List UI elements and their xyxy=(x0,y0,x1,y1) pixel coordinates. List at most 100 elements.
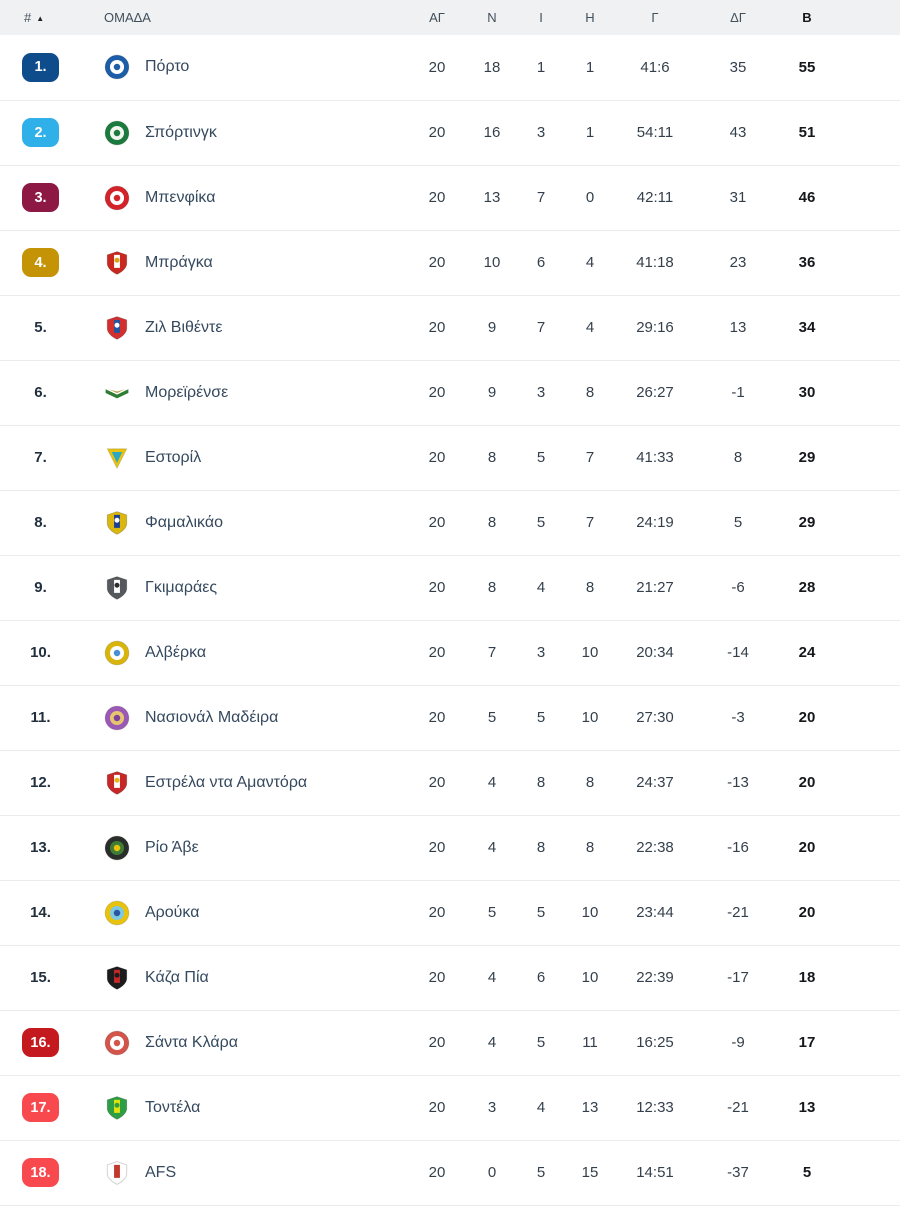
team[interactable]: Μπράγκα xyxy=(104,250,410,276)
team[interactable]: Μορεϊρένσε xyxy=(104,380,410,406)
team[interactable]: Τοντέλα xyxy=(104,1095,410,1121)
points-column-header[interactable]: Β xyxy=(784,0,830,35)
rank-cell: 7. xyxy=(0,425,64,490)
stat-points: 13 xyxy=(798,1099,816,1116)
table-row[interactable]: 6. Μορεϊρένσε 20 9 3 8 26:27 -1 30 xyxy=(0,360,900,425)
stat-draws: 3 xyxy=(536,644,546,661)
goal-diff-column-header[interactable]: ΔΓ xyxy=(692,0,784,35)
stat-wins: 5 xyxy=(487,709,497,726)
team-name[interactable]: Εστορίλ xyxy=(145,448,202,466)
table-row[interactable]: 17. Τοντέλα 20 3 4 13 12:33 -21 13 xyxy=(0,1075,900,1140)
table-row[interactable]: 14. Αρούκα 20 5 5 10 23:44 -21 20 xyxy=(0,880,900,945)
table-row[interactable]: 1. Πόρτο 20 18 1 1 41:6 35 55 xyxy=(0,35,900,100)
team-name[interactable]: Σπόρτινγκ xyxy=(145,123,217,141)
table-row[interactable]: 12. Εστρέλα ντα Αμαντόρα 20 4 8 8 24:37 -13 20 xyxy=(0,750,900,815)
stat-losses: 15 xyxy=(581,1164,599,1181)
table-row[interactable]: 16. Σάντα Κλάρα 20 4 5 11 16:25 -9 17 xyxy=(0,1010,900,1075)
table-row[interactable]: 15. Κάζα Πία 20 4 6 10 22:39 -17 18 xyxy=(0,945,900,1010)
team-name[interactable]: Μπενφίκα xyxy=(145,188,216,206)
team[interactable]: Νασιονάλ Μαδέιρα xyxy=(104,705,410,731)
team-name[interactable]: AFS xyxy=(145,1163,177,1181)
stat-points: 30 xyxy=(798,384,816,401)
table-row[interactable]: 9. Γκιμαράες 20 8 4 8 21:27 -6 28 xyxy=(0,555,900,620)
team-name[interactable]: Γκιμαράες xyxy=(145,578,218,596)
table-row[interactable]: 2. Σπόρτινγκ 20 16 3 1 54:11 43 51 xyxy=(0,100,900,165)
team-name[interactable]: Πόρτο xyxy=(145,58,190,76)
team-logo-icon xyxy=(104,250,130,276)
stat-wins: 7 xyxy=(487,644,497,661)
team-logo-icon xyxy=(104,120,130,146)
losses-column-header[interactable]: Η xyxy=(562,0,618,35)
team[interactable]: Σάντα Κλάρα xyxy=(104,1030,410,1056)
stat-goal-diff: 23 xyxy=(729,254,747,271)
stat-goals: 26:27 xyxy=(636,384,674,401)
team[interactable]: Πόρτο xyxy=(104,54,410,80)
draws-column-header[interactable]: Ι xyxy=(520,0,562,35)
stat-goals: 14:51 xyxy=(636,1164,674,1181)
stat-goals: 21:27 xyxy=(636,579,674,596)
row-spacer xyxy=(830,1140,900,1205)
team[interactable]: Αλβέρκα xyxy=(104,640,410,666)
table-row[interactable]: 8. Φαμαλικάο 20 8 5 7 24:19 5 29 xyxy=(0,490,900,555)
table-row[interactable]: 13. Ρίο Άβε 20 4 8 8 22:38 -16 20 xyxy=(0,815,900,880)
team-name[interactable]: Νασιονάλ Μαδέιρα xyxy=(145,708,279,726)
team-cell: Πόρτο xyxy=(64,35,410,100)
rank-cell: 9. xyxy=(0,555,64,620)
team[interactable]: Εστορίλ xyxy=(104,445,410,471)
stat-wins: 18 xyxy=(483,58,501,76)
table-row[interactable]: 10. Αλβέρκα 20 7 3 10 20:34 -14 24 xyxy=(0,620,900,685)
stat-goal-diff: -37 xyxy=(727,1164,749,1181)
table-row[interactable]: 11. Νασιονάλ Μαδέιρα 20 5 5 10 27:30 -3 20 xyxy=(0,685,900,750)
goals-column-header[interactable]: Γ xyxy=(618,0,692,35)
stat-games: 20 xyxy=(428,644,446,661)
table-row[interactable]: 4. Μπράγκα 20 10 6 4 41:18 23 36 xyxy=(0,230,900,295)
team[interactable]: Σπόρτινγκ xyxy=(104,120,410,146)
team-name[interactable]: Μπράγκα xyxy=(145,253,213,271)
table-row[interactable]: 5. Ζιλ Βιθέντε 20 9 7 4 29:16 13 34 xyxy=(0,295,900,360)
team-name[interactable]: Αλβέρκα xyxy=(145,643,207,661)
stat-wins: 9 xyxy=(487,319,497,336)
team-cell: Νασιονάλ Μαδέιρα xyxy=(64,685,410,750)
row-spacer xyxy=(830,750,900,815)
team-cell: Αλβέρκα xyxy=(64,620,410,685)
team[interactable]: Γκιμαράες xyxy=(104,575,410,601)
stat-losses: 8 xyxy=(585,839,595,856)
team-name[interactable]: Κάζα Πία xyxy=(145,968,209,986)
team-name[interactable]: Τοντέλα xyxy=(145,1098,201,1116)
team-name[interactable]: Σάντα Κλάρα xyxy=(145,1033,238,1051)
team[interactable]: Φαμαλικάο xyxy=(104,510,410,536)
team[interactable]: Μπενφίκα xyxy=(104,185,410,211)
team-name[interactable]: Μορεϊρένσε xyxy=(145,383,229,401)
team-name[interactable]: Εστρέλα ντα Αμαντόρα xyxy=(145,773,308,791)
rank-column-header[interactable]: # ▲ xyxy=(0,0,64,35)
games-column-header[interactable]: ΑΓ xyxy=(410,0,464,35)
team[interactable]: AFS xyxy=(104,1160,410,1186)
team[interactable]: Εστρέλα ντα Αμαντόρα xyxy=(104,770,410,796)
rank-cell: 8. xyxy=(0,490,64,555)
team[interactable]: Ζιλ Βιθέντε xyxy=(104,315,410,341)
team-name[interactable]: Φαμαλικάο xyxy=(145,513,223,531)
rank-number: 9. xyxy=(34,579,47,596)
table-row[interactable]: 18. AFS 20 0 5 15 14:51 -37 5 xyxy=(0,1140,900,1205)
wins-column-header[interactable]: Ν xyxy=(464,0,520,35)
team-name[interactable]: Ρίο Άβε xyxy=(145,838,199,856)
stat-losses: 8 xyxy=(585,579,595,596)
stat-goals: 22:38 xyxy=(636,839,674,856)
team-name[interactable]: Ζιλ Βιθέντε xyxy=(145,318,223,336)
table-row[interactable]: 7. Εστορίλ 20 8 5 7 41:33 8 29 xyxy=(0,425,900,490)
team-cell: Κάζα Πία xyxy=(64,945,410,1010)
team-column-header[interactable]: ΟΜΑΔΑ xyxy=(64,0,410,35)
team-cell: Εστρέλα ντα Αμαντόρα xyxy=(64,750,410,815)
team[interactable]: Ρίο Άβε xyxy=(104,835,410,861)
team[interactable]: Αρούκα xyxy=(104,900,410,926)
rank-cell: 16. xyxy=(0,1010,64,1075)
table-row[interactable]: 3. Μπενφίκα 20 13 7 0 42:11 31 46 xyxy=(0,165,900,230)
rank-number: 10. xyxy=(30,644,51,661)
team-name[interactable]: Αρούκα xyxy=(145,903,200,921)
stat-games: 20 xyxy=(428,124,446,141)
stat-losses: 10 xyxy=(581,709,599,726)
stat-wins: 16 xyxy=(483,124,501,141)
team[interactable]: Κάζα Πία xyxy=(104,965,410,991)
rank-cell: 15. xyxy=(0,945,64,1010)
